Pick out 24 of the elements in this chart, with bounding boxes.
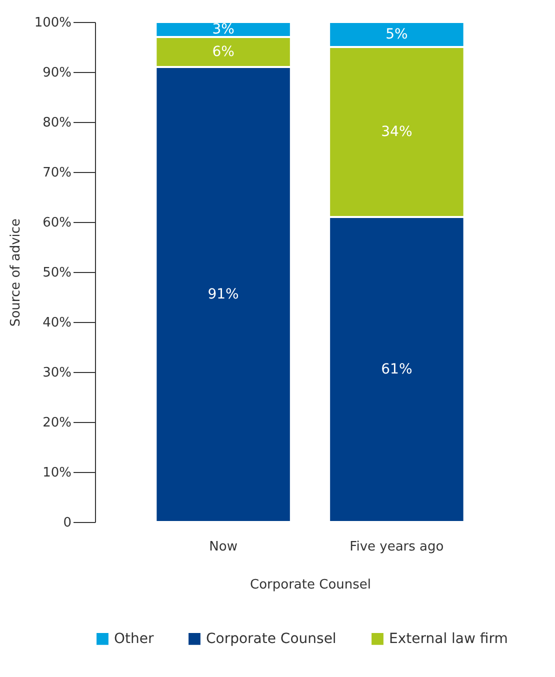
y-tick-label: 30% xyxy=(42,366,72,380)
data-label: 3% xyxy=(212,22,234,38)
y-tick-label: 50% xyxy=(42,266,72,280)
data-label: 91% xyxy=(208,286,239,302)
y-tick-label: 100% xyxy=(34,16,72,30)
data-label: 61% xyxy=(381,362,412,378)
legend-label: Other xyxy=(114,630,154,647)
y-tick-label: 70% xyxy=(42,166,72,180)
y-tick-label: 20% xyxy=(42,416,72,430)
y-tick-label: 40% xyxy=(42,316,72,330)
y-tick-label: 10% xyxy=(42,466,72,480)
x-tick-label: Now xyxy=(209,540,238,554)
x-axis-title: Corporate Counsel xyxy=(250,578,372,592)
y-axis-title: Source of advice xyxy=(8,218,24,327)
x-tick-label: Five years ago xyxy=(350,540,444,554)
data-label: 5% xyxy=(386,26,408,42)
y-tick-label: 90% xyxy=(42,66,72,80)
data-label: 34% xyxy=(381,124,412,140)
y-tick-label: 60% xyxy=(42,216,72,230)
data-label: 6% xyxy=(212,44,234,60)
legend-label: Corporate Counsel xyxy=(206,630,336,647)
y-tick-label: 80% xyxy=(42,116,72,130)
legend-label: External law firm xyxy=(389,630,508,647)
y-tick-label: 0 xyxy=(63,516,72,530)
